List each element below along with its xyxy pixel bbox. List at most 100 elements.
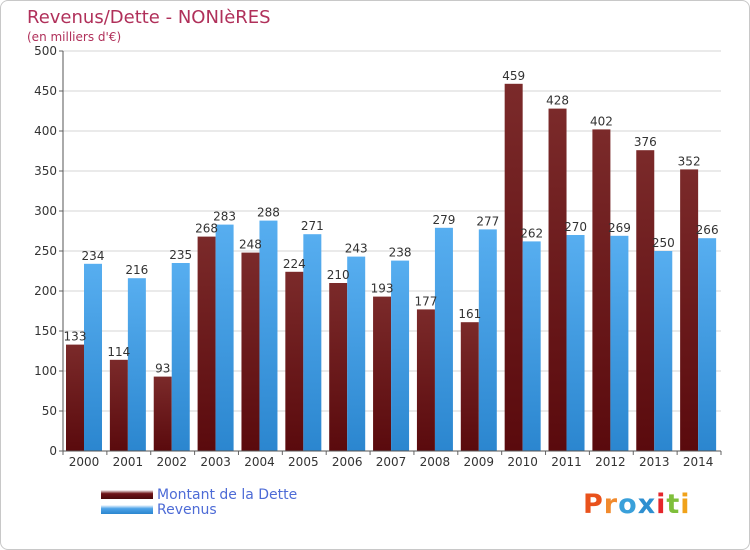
- proxiti-logo: Proxiti: [583, 489, 691, 520]
- y-tick-label: 500: [34, 44, 57, 58]
- bar-revenue: [566, 235, 585, 451]
- legend: Montant de la Dette Revenus: [101, 486, 298, 518]
- legend-item-debt: Montant de la Dette: [101, 486, 298, 503]
- data-label-debt: 376: [634, 135, 657, 149]
- data-label-debt: 459: [502, 69, 525, 83]
- logo-letter: i: [656, 489, 667, 520]
- data-label-revenue: 243: [345, 242, 368, 256]
- data-label-debt: 177: [414, 294, 437, 308]
- data-label-revenue: 270: [564, 220, 587, 234]
- data-label-revenue: 216: [125, 263, 148, 277]
- y-tick-label: 150: [34, 324, 57, 338]
- data-label-debt: 114: [107, 345, 130, 359]
- x-tick-label: 2006: [332, 455, 363, 469]
- data-label-debt: 352: [678, 154, 701, 168]
- bar-revenue: [303, 234, 322, 451]
- bar-debt: [153, 376, 172, 451]
- data-label-debt: 193: [371, 282, 394, 296]
- axes: [62, 51, 721, 452]
- x-tick-label: 2012: [595, 455, 626, 469]
- bar-debt: [373, 296, 392, 451]
- data-label-debt: 133: [64, 330, 87, 344]
- x-tick-label: 2000: [69, 455, 100, 469]
- legend-swatch-debt: [101, 490, 153, 499]
- bar-debt: [109, 359, 128, 451]
- x-tick-label: 2003: [200, 455, 231, 469]
- data-label-debt: 161: [458, 307, 481, 321]
- data-label-revenue: 234: [82, 249, 105, 263]
- bar-revenue: [654, 251, 673, 451]
- data-label-debt: 402: [590, 114, 613, 128]
- bar-revenue: [127, 278, 146, 451]
- bar-revenue: [434, 227, 453, 451]
- data-label-revenue: 262: [520, 226, 543, 240]
- bar-revenue: [478, 229, 497, 451]
- data-label-debt: 224: [283, 257, 306, 271]
- y-tick-label: 250: [34, 244, 57, 258]
- data-label-debt: 268: [195, 222, 218, 236]
- x-axis-ticks: 2000 2001 2002 2003 2004 2005 2006 2007 2008 2009…: [62, 451, 722, 469]
- bar-debt: [197, 236, 216, 451]
- bar-debt: [460, 322, 479, 451]
- bar-debt: [241, 252, 260, 451]
- legend-label-revenue: Revenus: [157, 501, 217, 518]
- y-tick-label: 300: [34, 204, 57, 218]
- bar-revenue: [610, 235, 629, 451]
- data-label-revenue: 283: [213, 210, 236, 224]
- bar-debt: [636, 150, 655, 451]
- y-tick-label: 200: [34, 284, 57, 298]
- data-label-debt: 428: [546, 94, 569, 108]
- bar-debt: [592, 129, 611, 451]
- logo-letter: x: [637, 489, 657, 520]
- data-label-revenue: 238: [389, 246, 412, 260]
- bar-revenue: [215, 224, 234, 451]
- data-label-revenue: 269: [608, 221, 631, 235]
- chart-subtitle: (en milliers d'€): [27, 30, 122, 44]
- y-axis-ticks: 0 50 100 150 200 250 300 350 400 450 500: [34, 44, 63, 458]
- x-tick-label: 2004: [244, 455, 275, 469]
- data-label-debt: 210: [327, 268, 350, 282]
- logo-letter: r: [603, 489, 619, 520]
- legend-swatch-revenue: [101, 505, 153, 514]
- bar-debt: [66, 344, 84, 451]
- bar-revenue: [391, 260, 410, 451]
- bar-debt: [680, 169, 699, 451]
- bar-revenue: [171, 263, 190, 451]
- bar-revenue: [347, 256, 366, 451]
- bar-revenue: [522, 241, 541, 451]
- y-tick-label: 50: [42, 404, 57, 418]
- bar-debt: [285, 271, 304, 451]
- data-label-revenue: 279: [432, 213, 455, 227]
- y-tick-label: 100: [34, 364, 57, 378]
- bar-debt: [416, 309, 435, 451]
- x-tick-label: 2013: [639, 455, 670, 469]
- x-tick-label: 2002: [156, 455, 187, 469]
- logo-letter: o: [618, 489, 638, 520]
- x-tick-label: 2001: [113, 455, 144, 469]
- logo-letter: i: [680, 489, 691, 520]
- x-tick-label: 2011: [551, 455, 582, 469]
- data-label-revenue: 271: [301, 219, 324, 233]
- y-tick-label: 400: [34, 124, 57, 138]
- legend-item-revenue: Revenus: [101, 501, 297, 518]
- x-tick-label: 2007: [376, 455, 407, 469]
- y-tick-label: 450: [34, 84, 57, 98]
- x-tick-label: 2009: [464, 455, 495, 469]
- bar-revenue: [259, 220, 278, 451]
- bar-revenue: [84, 263, 102, 451]
- x-tick-label: 2014: [683, 455, 714, 469]
- legend-label-debt: Montant de la Dette: [157, 486, 298, 503]
- chart-title: Revenus/Dette - NONIèRES: [27, 7, 271, 28]
- data-label-revenue: 250: [652, 236, 675, 250]
- logo-letter: t: [666, 489, 681, 520]
- logo-letter: P: [583, 489, 604, 520]
- y-tick-label: 0: [49, 444, 57, 458]
- bar-revenue: [698, 238, 717, 451]
- bars: [66, 83, 717, 452]
- data-label-debt: 248: [239, 238, 262, 252]
- x-tick-label: 2008: [420, 455, 451, 469]
- data-label-revenue: 288: [257, 206, 280, 220]
